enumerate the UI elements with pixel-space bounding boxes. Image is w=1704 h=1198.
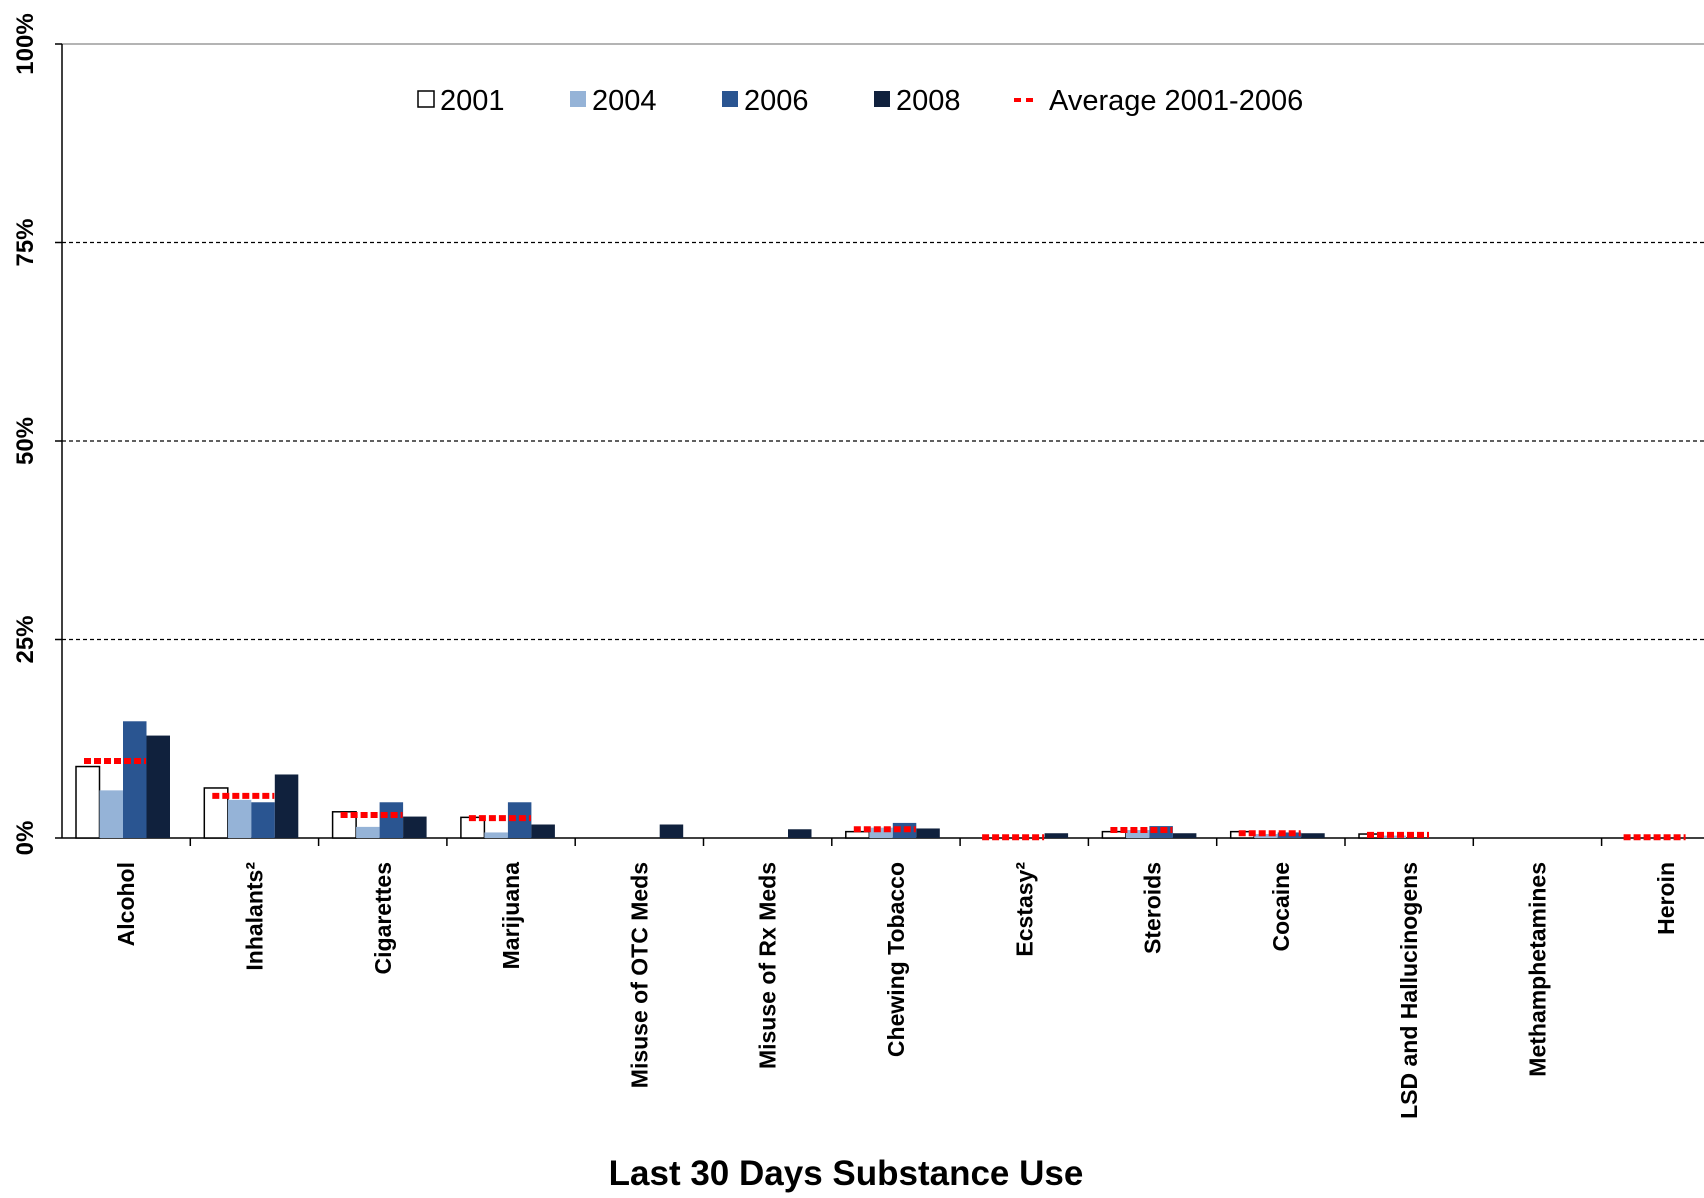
bar-2008-0 <box>146 735 170 838</box>
bar-2004-10 <box>1382 835 1406 838</box>
bar-2001-2 <box>331 811 357 839</box>
bar-2008-3 <box>531 824 555 838</box>
y-tick-label: 75% <box>12 218 39 266</box>
bar-2008-9 <box>1301 833 1325 838</box>
bars <box>75 721 1406 839</box>
x-tick-labels: Alcohol Inhalants² Cigarettes Marijuana Misu… <box>113 862 1679 1119</box>
bar-2008-2 <box>403 816 427 838</box>
bar-2006-2 <box>379 802 404 838</box>
bar-2004-0 <box>99 790 123 838</box>
legend-swatch-2008 <box>874 91 890 107</box>
x-tick-label: Alcohol <box>113 862 139 946</box>
bar-2006-0 <box>123 721 147 838</box>
x-tick-label: Inhalants² <box>241 862 267 971</box>
x-tick-label: Marijuana <box>498 862 524 970</box>
bar-2006-1 <box>251 802 275 838</box>
bar-2004-2 <box>356 826 380 838</box>
x-axis-title: Last 30 Days Substance Use <box>609 1154 1084 1193</box>
axes <box>55 43 1704 846</box>
x-tick-label: Cocaine <box>1268 862 1294 951</box>
x-tick-label: Misuse of Rx Meds <box>755 862 781 1069</box>
bar-2008-7 <box>1044 833 1069 838</box>
x-tick-label: Steroids <box>1140 862 1166 954</box>
y-tick-labels: 0% 25% 50% 75% 100% <box>12 13 39 855</box>
bar-2004-3 <box>484 832 508 838</box>
bar-2008-1 <box>274 774 299 838</box>
x-tick-label: Heroin <box>1653 862 1679 935</box>
bar-2008-6 <box>916 828 940 838</box>
y-tick-label: 50% <box>12 417 39 465</box>
x-tick-label: Cigarettes <box>370 862 396 974</box>
x-tick-label: Chewing Tobacco <box>883 862 909 1057</box>
y-tick-label: 0% <box>12 821 39 856</box>
legend: 2001 2004 2006 2008 Average 2001-2006 <box>417 85 1303 117</box>
bar-2004-9 <box>1254 834 1278 838</box>
legend-label-average: Average 2001-2006 <box>1049 85 1303 117</box>
bar-2004-1 <box>227 799 252 838</box>
legend-swatch-2006 <box>722 91 738 107</box>
bar-2004-8 <box>1125 830 1150 838</box>
x-tick-label: LSD and Hallucinogens <box>1396 862 1422 1119</box>
bar-2008-8 <box>1172 833 1197 838</box>
legend-label-2001: 2001 <box>440 85 505 117</box>
y-tick-label: 100% <box>12 13 39 74</box>
bar-2008-4 <box>659 824 684 838</box>
x-tick-label: Methamphetamines <box>1524 862 1550 1077</box>
legend-label-2008: 2008 <box>896 85 961 117</box>
bar-2008-5 <box>788 829 812 838</box>
bar-2001-6 <box>845 830 871 839</box>
gridlines <box>62 43 1704 641</box>
bar-2001-0 <box>75 765 101 839</box>
legend-label-2006: 2006 <box>744 85 809 117</box>
y-tick-label: 25% <box>12 615 39 663</box>
legend-swatch-2004 <box>570 91 586 107</box>
x-tick-label: Misuse of OTC Meds <box>626 862 652 1088</box>
average-markers <box>84 757 1686 841</box>
legend-label-2004: 2004 <box>592 85 657 117</box>
bar-2004-6 <box>869 827 893 838</box>
x-tick-label: Ecstasy² <box>1011 862 1037 957</box>
legend-swatch-2001 <box>417 90 435 108</box>
